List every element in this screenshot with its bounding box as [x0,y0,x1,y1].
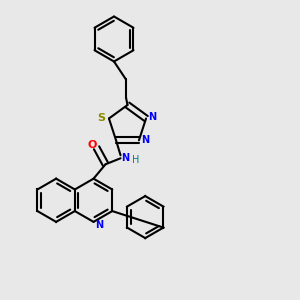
Text: N: N [148,112,157,122]
Text: O: O [87,140,97,150]
Text: N: N [95,220,103,230]
Text: S: S [98,113,106,124]
Text: N: N [121,153,129,163]
Text: N: N [142,135,150,145]
Text: H: H [132,155,139,165]
